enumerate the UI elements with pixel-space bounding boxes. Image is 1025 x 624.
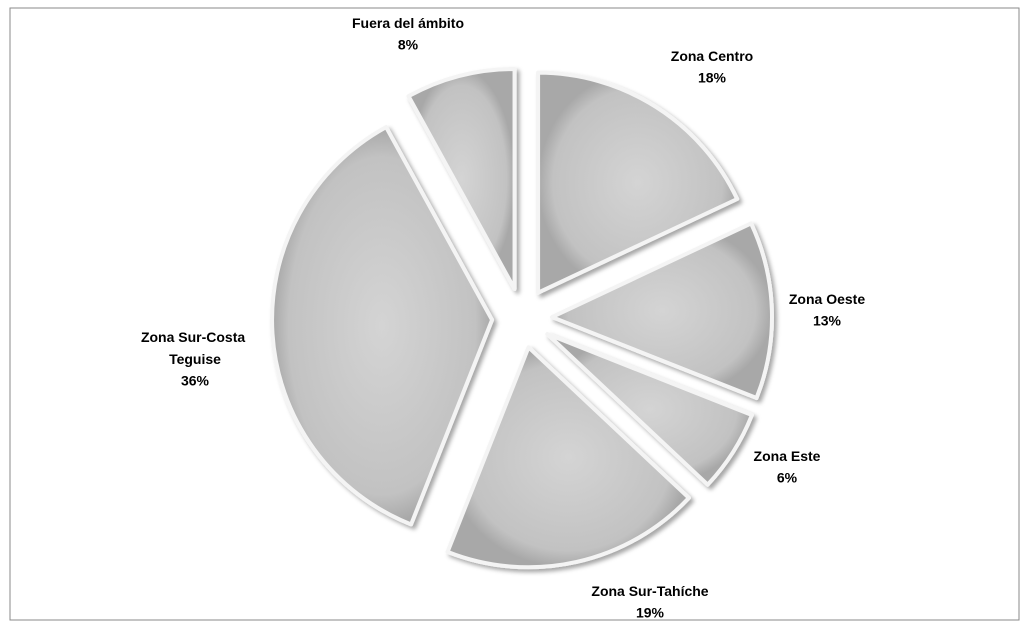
slice-value-label: 36% [181,373,210,389]
slice-label: Zona Sur-Tahíche [591,583,708,599]
slice-value-label: 8% [398,37,419,53]
pie-slice [549,221,774,401]
slice-value-label: 13% [813,313,842,329]
slice-label: Fuera del ámbito [352,15,464,31]
pie-slice [445,345,691,570]
slice-label: Zona Sur-Costa Teguise [141,329,249,367]
slice-label: Zona Oeste [789,291,865,307]
slice-value-label: 18% [698,70,727,86]
pie-slice [545,332,754,487]
slice-value-label: 19% [636,605,665,621]
pie-slice [536,70,740,295]
pie-slice [406,66,517,291]
slice-value-label: 6% [777,470,798,486]
pie-slice [270,125,495,527]
slice-label: Zona Centro [671,48,753,64]
slice-label: Zona Este [754,448,821,464]
